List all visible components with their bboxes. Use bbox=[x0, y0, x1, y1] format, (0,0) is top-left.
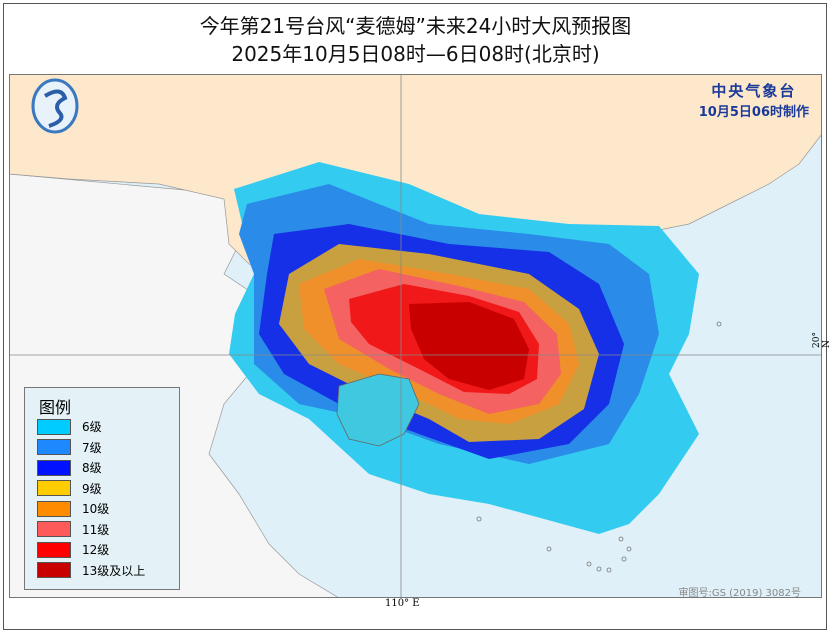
legend-label: 10级 bbox=[82, 502, 110, 516]
legend-swatch bbox=[37, 418, 71, 435]
legend-item: 9级 bbox=[37, 480, 102, 497]
agency-block: 中央气象台 10月5日06时制作 bbox=[699, 80, 809, 120]
legend-item: 13级及以上 bbox=[37, 562, 145, 579]
longitude-label: 110° E bbox=[385, 598, 420, 609]
legend-swatch bbox=[37, 459, 71, 476]
legend-item: 8级 bbox=[37, 459, 102, 476]
legend-swatch bbox=[37, 500, 71, 517]
legend-swatch bbox=[37, 521, 71, 537]
legend-label: 7级 bbox=[82, 440, 102, 455]
legend-item: 6级 bbox=[37, 418, 102, 435]
wind-zones bbox=[229, 162, 699, 534]
legend-label: 9级 bbox=[82, 481, 102, 496]
hainan-island bbox=[336, 373, 420, 447]
legend-label: 6级 bbox=[82, 420, 102, 434]
legend: 图例 6级 7级 8级 9级 10级 11级 12级 13级及以上 bbox=[24, 387, 180, 590]
issue-time: 10月5日06时制作 bbox=[698, 105, 809, 120]
legend-label: 13级及以上 bbox=[82, 563, 146, 578]
latitude-label: 20° N bbox=[812, 332, 831, 348]
legend-item: 10级 bbox=[37, 500, 109, 517]
map-approval-number: 审图号:GS (2019) 3082号 bbox=[678, 588, 801, 599]
wind-zone-13 bbox=[409, 302, 529, 390]
map-title: 今年第21号台风“麦德姆”未来24小时大风预报图 bbox=[199, 14, 632, 38]
map-frame bbox=[9, 74, 822, 598]
map-subtitle: 2025年10月5日08时—6日08时(北京时) bbox=[231, 42, 600, 66]
cma-logo bbox=[31, 78, 79, 134]
legend-swatch bbox=[37, 480, 71, 496]
legend-label: 8级 bbox=[82, 461, 102, 475]
legend-item: 12级 bbox=[37, 541, 109, 558]
legend-item: 11级 bbox=[37, 521, 109, 538]
legend-item: 7级 bbox=[37, 439, 102, 456]
legend-label: 12级 bbox=[82, 543, 110, 557]
agency-name: 中央气象台 bbox=[711, 82, 797, 100]
islands bbox=[476, 321, 722, 573]
outer-frame bbox=[3, 3, 827, 630]
legend-swatch bbox=[37, 541, 71, 558]
legend-label: 11级 bbox=[82, 522, 110, 537]
legend-swatch bbox=[37, 439, 71, 455]
legend-title: 图例 bbox=[39, 398, 72, 417]
legend-swatch bbox=[37, 562, 71, 578]
